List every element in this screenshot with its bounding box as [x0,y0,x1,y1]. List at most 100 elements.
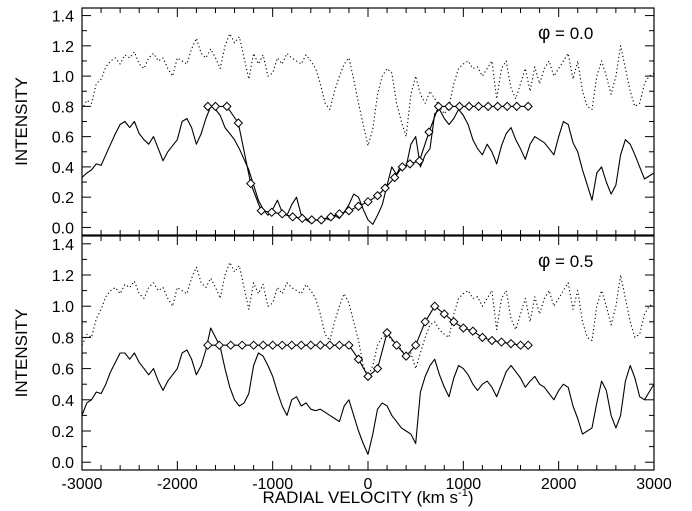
model-point-marker [256,206,266,216]
model-point-marker [277,209,287,219]
bottom-panel: 0.0 0.2 0.4 0.6 0.8 1.0 1.2 1.4 INTENSITY φ = 0.5 [12,235,655,472]
model-point-marker [315,340,326,350]
model-point-marker [344,206,354,216]
model-series-line [207,305,529,377]
model-point-marker [334,209,345,219]
model-point-marker [267,340,278,350]
phase-annotation: φ = 0.5 [538,251,593,272]
model-point-marker [492,101,503,112]
phase-symbol: φ [538,23,550,44]
model-series-line [207,105,529,221]
model-point-marker [449,317,459,327]
model-point-marker [512,101,522,112]
model-point-marker [287,340,297,350]
x-axis-title-text: RADIAL VELOCITY (km s [263,488,459,507]
y-tick-label: 0.4 [52,160,74,177]
model-point-marker [277,340,287,350]
model-point-marker [297,213,307,224]
model-point-marker [326,212,336,222]
model-point-marker [296,340,306,350]
model-point-marker [433,101,444,112]
y-tick-label: 1.4 [52,237,74,254]
y-axis-title: INTENSITY [12,309,31,398]
y-tick-label: 0.6 [52,362,74,379]
y-tick-label: 0.4 [52,393,74,410]
model-point-marker [502,101,512,112]
x-tick-label: -1000 [252,476,293,493]
model-point-marker [306,340,316,350]
model-point-marker [444,101,454,112]
y-tick-label: 0.8 [52,330,74,347]
model-point-marker [515,340,526,350]
model-point-marker [363,196,373,207]
model-point-marker [237,340,247,350]
model-point-marker [410,340,421,350]
solid-series-line [82,105,654,225]
model-point-marker [382,328,392,338]
solid-series-line [82,327,654,455]
model-point-marker [307,215,317,225]
model-point-marker [414,156,425,166]
model-point-marker [468,326,478,336]
model-point-marker [246,178,256,189]
model-point-marker [214,340,224,350]
model-point-marker [267,207,277,218]
model-point-marker [458,323,469,333]
model-point-marker [523,101,533,112]
phase-value: = 0.0 [550,24,593,43]
y-tick-label: 1.0 [52,69,74,86]
model-point-marker [353,201,364,211]
phase-value: = 0.5 [550,252,593,271]
model-point-marker [287,212,298,222]
x-tick-label: -2000 [157,476,198,493]
y-tick-label: 0.2 [52,424,74,441]
y-tick-label: 0.0 [52,220,74,237]
model-point-marker [496,337,507,347]
x-axis-title-end: ) [468,488,474,507]
model-point-marker [430,301,440,311]
model-point-marker [506,338,516,349]
model-point-marker [316,215,326,225]
model-point-marker [353,354,364,364]
model-point-marker [210,101,221,112]
model-point-marker [334,340,345,350]
model-point-marker [325,340,335,350]
x-tick-label: 3000 [636,476,672,493]
model-point-marker [473,101,484,112]
model-point-marker [405,159,415,169]
model-point-marker [372,190,383,201]
x-tick-label: 1000 [446,476,482,493]
model-point-marker [363,371,373,382]
model-point-marker [248,340,259,350]
y-tick-label: 0.6 [52,130,74,147]
model-point-marker [389,172,400,183]
y-tick-label: 1.0 [52,299,74,316]
model-point-marker [523,340,533,350]
y-tick-label: 0.2 [52,190,74,207]
model-point-marker [420,317,430,327]
phase-annotation: φ = 0.0 [538,23,593,44]
y-tick-label: 1.2 [52,39,74,56]
top-panel: 0.0 0.2 0.4 0.6 0.8 1.0 1.2 1.4 INTENSITY φ = 0.0 [12,7,655,237]
model-point-marker [401,351,411,361]
model-point-marker [483,101,493,112]
model-point-marker [380,183,390,193]
x-axis-title-sup: -1 [458,487,468,499]
y-tick-label: 1.4 [52,9,74,26]
y-tick-label: 0.0 [52,455,74,472]
model-point-marker [397,162,408,172]
x-tick-label: -3000 [62,476,103,493]
dotted-series-line [82,261,654,377]
x-axis-ticks: -3000 -2000 -1000 0 1000 2000 3000 [62,476,672,493]
model-point-marker [233,118,244,128]
model-point-marker [439,309,449,319]
model-point-marker [477,332,488,343]
model-point-marker [372,363,383,374]
phase-symbol: φ [538,251,550,272]
model-point-marker [391,340,402,350]
x-tick-label: 2000 [541,476,577,493]
y-tick-label: 0.8 [52,99,74,116]
y-tick-label: 1.2 [52,268,74,285]
model-point-marker [454,101,465,112]
